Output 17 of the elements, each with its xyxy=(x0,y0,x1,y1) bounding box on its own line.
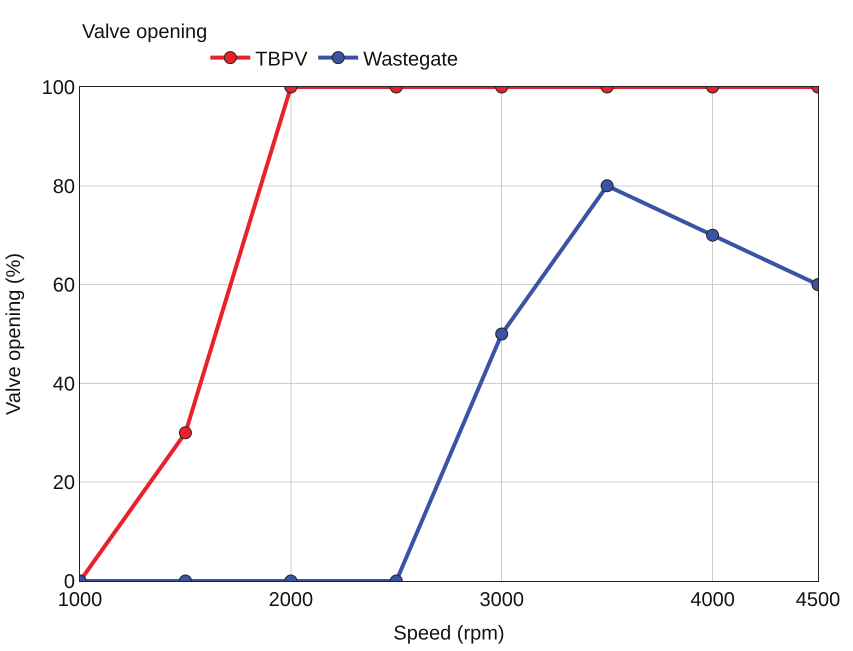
point xyxy=(495,328,508,340)
x-tick-label: 4000 xyxy=(690,589,735,611)
y-tick-label: 60 xyxy=(52,274,75,297)
y-axis-title: Valve opening (%) xyxy=(3,253,26,415)
y-tick-label: 40 xyxy=(52,373,75,396)
y-tick-label: 20 xyxy=(52,472,75,494)
legend-label: TBPV xyxy=(255,48,308,70)
legend-title: Valve opening xyxy=(82,21,208,44)
y-tick-label: 80 xyxy=(52,176,75,198)
x-tick-label: 4500 xyxy=(796,589,840,611)
point xyxy=(178,426,192,440)
x-axis-title: Speed (rpm) xyxy=(393,622,505,644)
point xyxy=(706,228,720,242)
y-tick-label: 100 xyxy=(42,77,75,99)
x-tick-label: 2000 xyxy=(268,589,314,611)
x-tick-label: 3000 xyxy=(479,589,524,611)
legend-label: Wastegate xyxy=(363,48,458,70)
